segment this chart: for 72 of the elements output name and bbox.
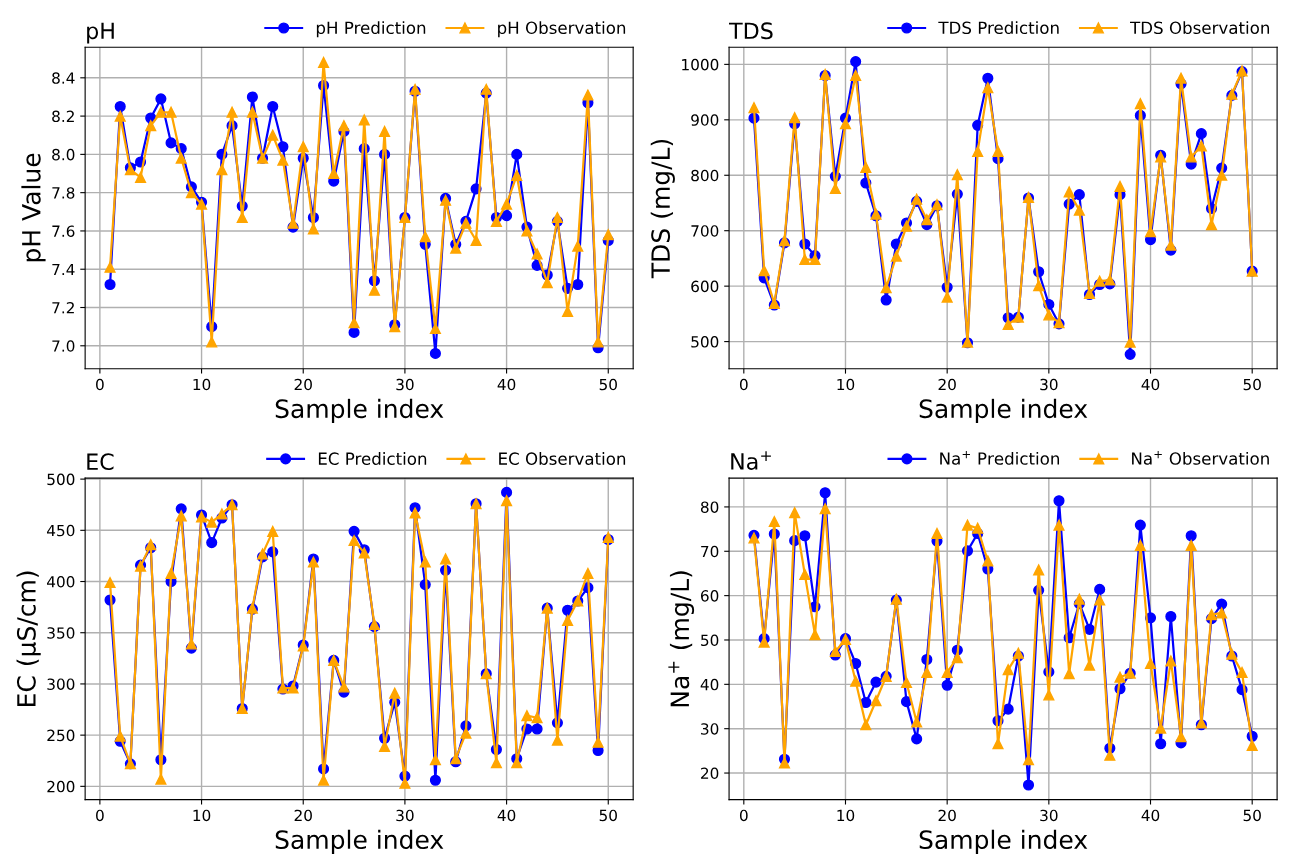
chart-title: pH (87, 22, 114, 44)
x-tick-label: 10 (193, 378, 211, 391)
y-tick-label: 40 (700, 678, 719, 691)
y-tick-label: 700 (691, 225, 719, 237)
y-tick-label: 60 (700, 590, 719, 602)
x-axis-title: Sample index (919, 829, 1088, 854)
x-tick-label: 50 (1243, 378, 1261, 391)
y-axis-title: TDS (mg/L) (650, 139, 675, 279)
y-axis-title: EC (µS/cm) (16, 571, 41, 706)
x-tick-label: 20 (294, 809, 312, 822)
x-tick-label: 40 (1141, 809, 1160, 822)
x-tick-label: 50 (599, 809, 617, 822)
y-tick-label: 7.4 (52, 263, 75, 276)
y-tick-label: 500 (47, 473, 75, 486)
y-tick-label: 50 (701, 634, 719, 646)
x-tick-label: 10 (837, 809, 855, 822)
x-tick-label: 30 (1040, 378, 1058, 391)
x-tick-label: 50 (599, 378, 617, 391)
legend-label: TDS Observation (1130, 21, 1270, 35)
y-axis-title: Na$^{+}$ (mg/L) (668, 571, 695, 707)
x-tick-label: 0 (739, 809, 748, 822)
y-tick-label: 30 (701, 723, 719, 735)
x-tick-label: 10 (193, 809, 211, 822)
x-tick-label: 0 (739, 378, 748, 391)
y-tick-label: 80 (700, 501, 719, 513)
y-axis-title: pH Value (21, 153, 46, 262)
x-tick-label: 30 (396, 378, 414, 391)
x-tick-label: 20 (938, 378, 956, 391)
x-tick-label: 30 (1040, 809, 1058, 822)
y-tick-label: 70 (701, 545, 719, 558)
y-tick-label: 350 (47, 627, 75, 639)
y-tick-label: 500 (691, 336, 719, 348)
chart-title: Na$^{+}$ (731, 451, 771, 470)
y-tick-label: 250 (47, 729, 75, 742)
y-tick-label: 600 (691, 280, 719, 293)
legend-label: Na$^{+}$ Observation (1132, 450, 1269, 465)
y-tick-label: 8.2 (52, 110, 74, 123)
y-tick-label: 900 (691, 114, 719, 126)
y-tick-label: 7.2 (52, 301, 74, 314)
y-tick-label: 7.6 (52, 225, 75, 237)
y-tick-label: 300 (47, 678, 75, 690)
y-tick-label: 800 (691, 169, 719, 182)
x-tick-label: 10 (837, 378, 855, 391)
legend-label: pH Prediction (316, 21, 426, 38)
legend-label: TDS Prediction (938, 21, 1059, 35)
y-tick-label: 200 (47, 780, 75, 793)
y-tick-label: 400 (47, 575, 75, 588)
y-tick-label: 8.4 (52, 72, 75, 84)
legend-label: EC Observation (499, 452, 626, 465)
x-tick-label: 0 (96, 809, 104, 822)
x-tick-label: 40 (497, 809, 516, 822)
x-tick-label: 30 (396, 809, 414, 822)
chart-title: EC (87, 453, 114, 471)
x-axis-title: Sample index (275, 398, 444, 424)
x-tick-label: 20 (294, 378, 312, 391)
legend-label: EC Prediction (318, 452, 427, 465)
x-tick-label: 40 (497, 378, 516, 391)
y-tick-label: 450 (47, 524, 75, 537)
x-tick-label: 40 (1141, 378, 1160, 391)
y-tick-label: 7.8 (52, 187, 75, 199)
chart-title: TDS (729, 22, 773, 40)
x-tick-label: 50 (1243, 809, 1261, 822)
y-tick-label: 20 (701, 767, 719, 780)
x-tick-label: 0 (96, 378, 104, 391)
y-tick-label: 7.0 (52, 340, 75, 352)
x-tick-label: 20 (938, 809, 956, 822)
y-tick-label: 8.0 (52, 148, 75, 161)
legend-label: Na$^{+}$ Prediction (940, 450, 1060, 465)
x-axis-title: Sample index (275, 829, 444, 854)
x-axis-title: Sample index (919, 398, 1088, 424)
legend-label: pH Observation (498, 21, 626, 38)
y-tick-label: 1000 (682, 58, 719, 71)
